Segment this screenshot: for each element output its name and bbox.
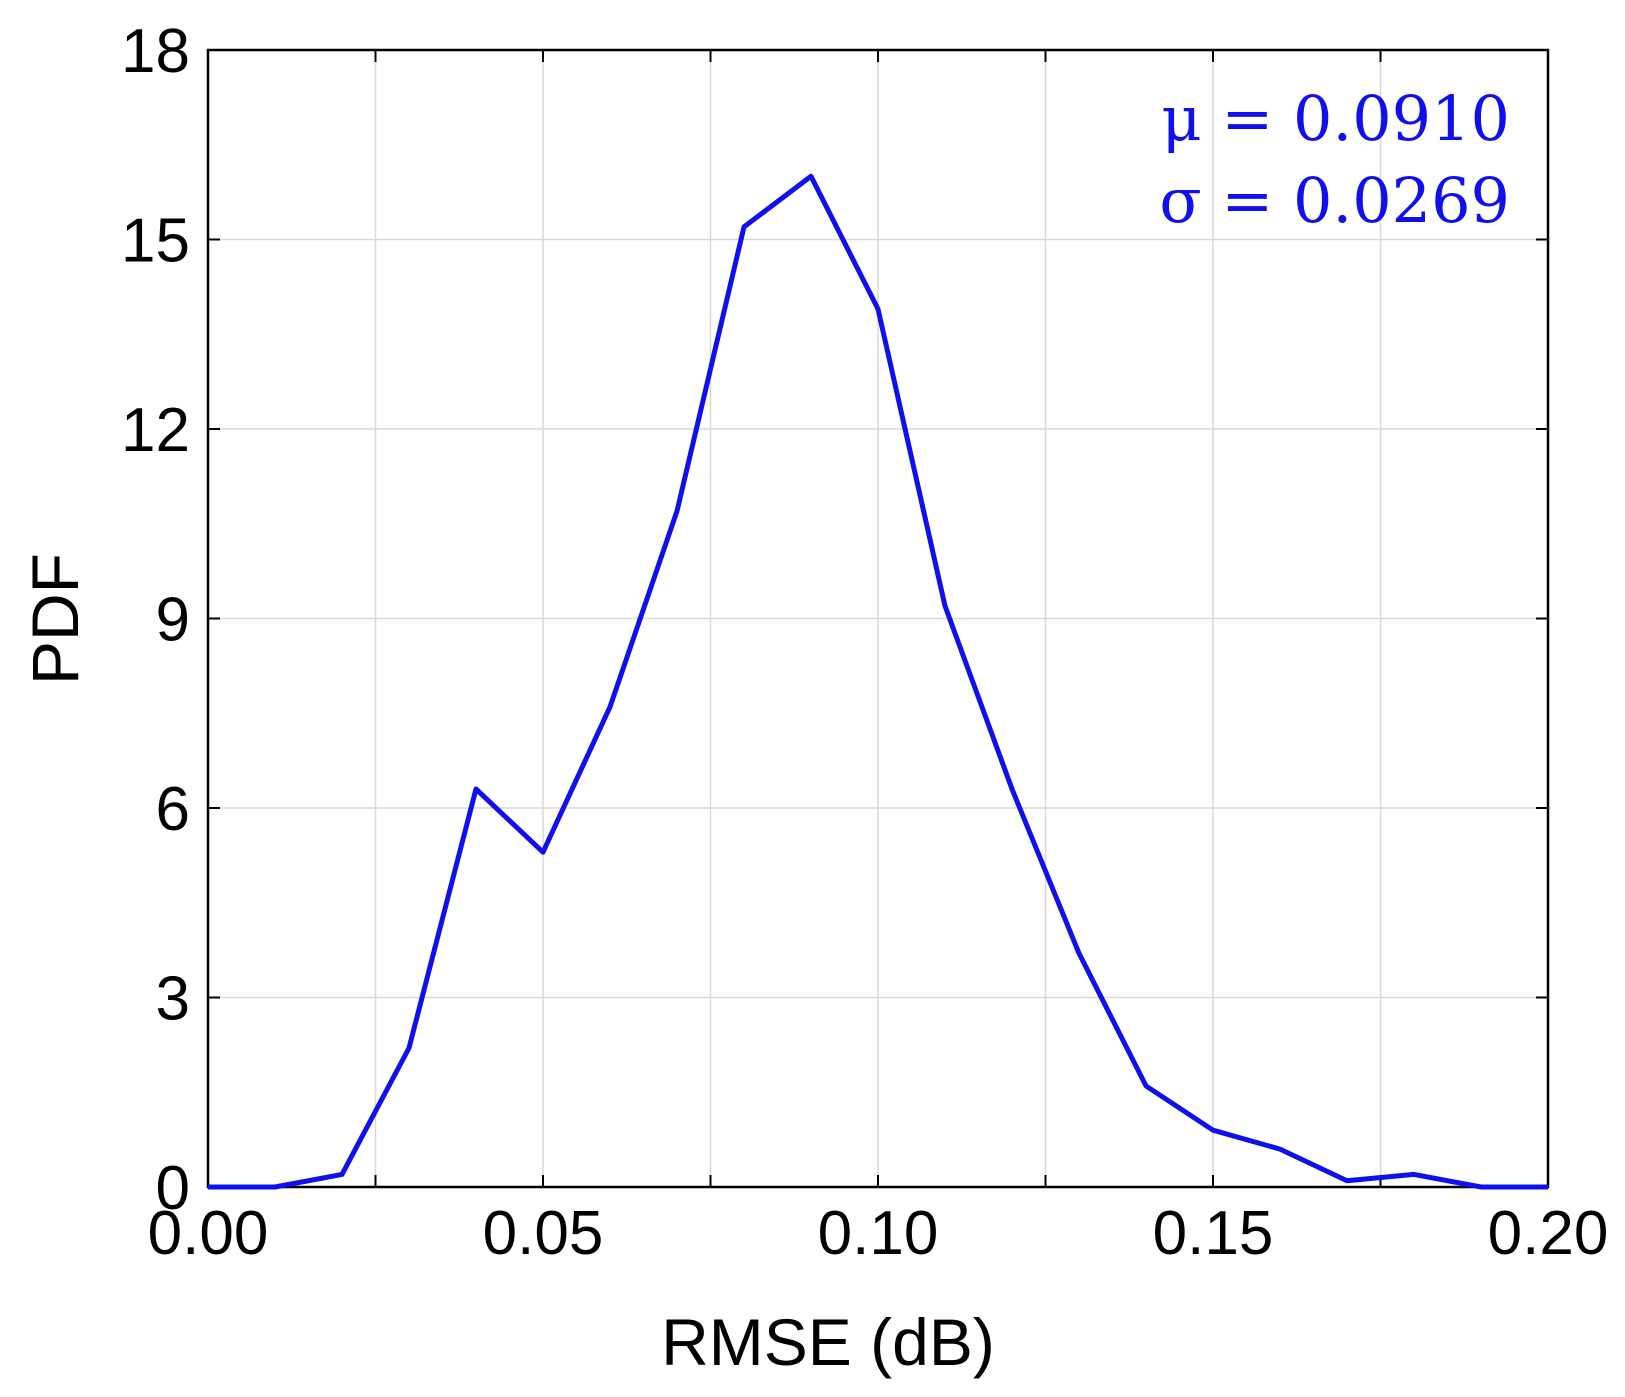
- plot-frame: [206, 48, 1550, 1189]
- x-tick-label: 0.10: [818, 1199, 939, 1268]
- minor-ticks: [208, 50, 1548, 1187]
- x-tick-label: 0.20: [1488, 1199, 1609, 1268]
- y-tick-labels: 0 3 6 9 12 15 18: [121, 17, 190, 1223]
- y-tick-label: 9: [156, 586, 190, 655]
- y-tick-label: 12: [121, 396, 190, 465]
- y-tick-label: 0: [156, 1154, 190, 1223]
- std-annotation: σ = 0.0269: [1159, 164, 1510, 237]
- x-tick-label: 0.00: [148, 1199, 269, 1268]
- y-tick-label: 3: [156, 965, 190, 1034]
- x-tick-label: 0.05: [483, 1199, 604, 1268]
- grid-lines: [208, 50, 1548, 1187]
- y-tick-label: 15: [121, 207, 190, 276]
- y-tick-label: 18: [121, 17, 190, 86]
- x-axis-title: RMSE (dB): [661, 1305, 995, 1379]
- y-axis-title: PDF: [18, 553, 92, 685]
- y-tick-label: 6: [156, 775, 190, 844]
- x-tick-labels: 0.00 0.05 0.10 0.15 0.20: [148, 1199, 1609, 1268]
- mean-annotation: μ = 0.0910: [1161, 82, 1510, 155]
- series-line: [208, 173, 1548, 1190]
- x-tick-label: 0.15: [1153, 1199, 1274, 1268]
